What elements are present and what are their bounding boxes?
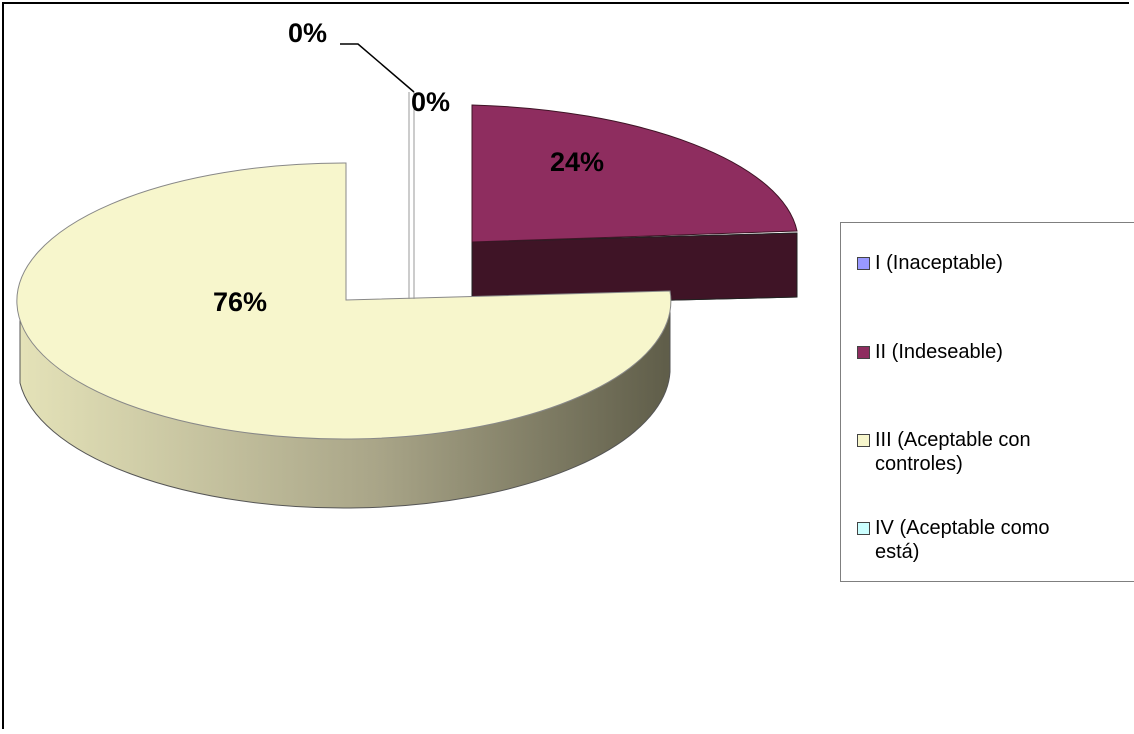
slice-iii-top[interactable] (16, 162, 672, 440)
legend-swatch-ii (857, 346, 870, 359)
data-label-iii: 76% (213, 287, 267, 317)
legend-item-iv: IV (Aceptable como está) (857, 516, 1125, 564)
legend-label-ii: II (Indeseable) (875, 341, 1003, 363)
legend-label-i: I (Inaceptable) (875, 252, 1003, 274)
slice-ii-top[interactable] (471, 104, 798, 243)
slice-ii-front-edge (471, 232, 798, 306)
legend-swatch-i (857, 257, 870, 270)
legend-label-iii: III (Aceptable con (875, 429, 1031, 451)
legend-label-iii-cont: controles) (875, 453, 963, 475)
leader-line-i (340, 43, 415, 93)
legend-item-iii: III (Aceptable con controles) (857, 428, 1125, 476)
legend-item-ii: II (Indeseable) (857, 340, 1125, 364)
legend-swatch-iv (857, 522, 870, 535)
legend: I (Inaceptable) II (Indeseable) III (Ace… (840, 222, 1134, 582)
legend-swatch-iii (857, 434, 870, 447)
data-label-ii: 24% (550, 147, 604, 177)
legend-item-i: I (Inaceptable) (857, 251, 1125, 275)
data-label-iv: 0% (411, 87, 450, 117)
data-label-i: 0% (288, 18, 327, 48)
legend-label-iv: IV (Aceptable como (875, 517, 1050, 539)
legend-label-iv-cont: está) (875, 541, 920, 563)
